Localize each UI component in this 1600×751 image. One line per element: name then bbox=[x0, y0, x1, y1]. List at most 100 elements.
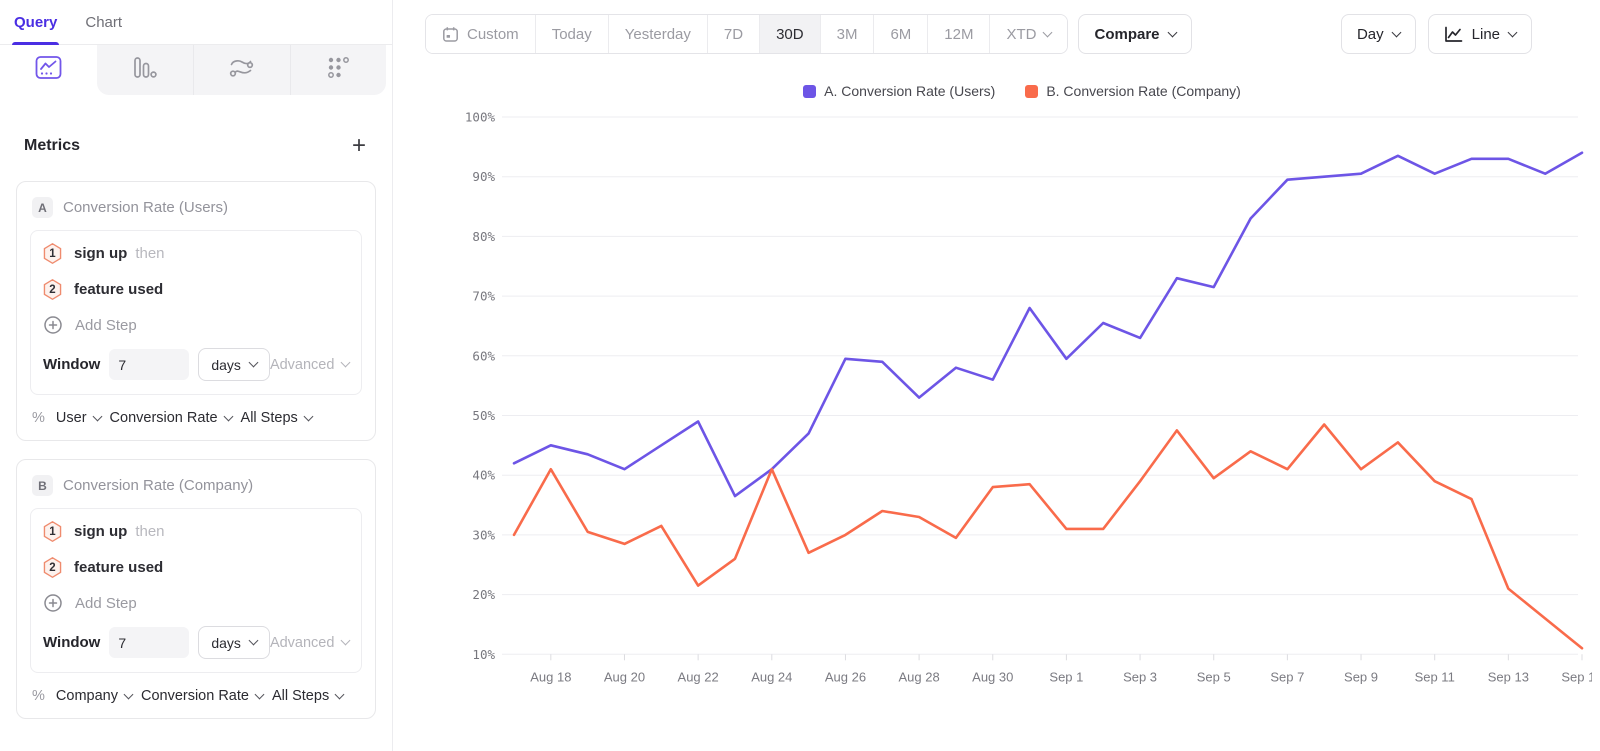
measurement-select[interactable]: Conversion Rate bbox=[110, 410, 232, 426]
chevron-down-icon bbox=[248, 636, 258, 646]
chart-type-button[interactable]: Line bbox=[1428, 14, 1532, 54]
chevron-down-icon bbox=[335, 690, 345, 700]
metric-title[interactable]: Conversion Rate (Company) bbox=[63, 477, 253, 494]
range-12m-button[interactable]: 12M bbox=[927, 15, 989, 53]
metric-letter-badge: A bbox=[32, 197, 53, 218]
step-event-name: feature used bbox=[74, 281, 163, 298]
tab-query[interactable]: Query bbox=[14, 0, 57, 45]
advanced-label: Advanced bbox=[270, 357, 335, 373]
range-label: Today bbox=[552, 26, 592, 43]
advanced-toggle[interactable]: Advanced bbox=[270, 635, 350, 651]
metric-card: A Conversion Rate (Users) 1 sign up then… bbox=[16, 181, 376, 441]
funnel-icon bbox=[133, 56, 157, 85]
add-step-label: Add Step bbox=[75, 317, 137, 334]
window-unit-select[interactable]: days bbox=[198, 626, 270, 659]
funnel-step[interactable]: 2 feature used bbox=[43, 557, 349, 578]
window-unit-label: days bbox=[211, 635, 241, 651]
funnels-view-tab[interactable] bbox=[97, 45, 194, 95]
funnel-steps-box: 1 sign up then 2 feature used Add Step W… bbox=[30, 508, 362, 673]
svg-text:40%: 40% bbox=[472, 468, 495, 483]
steps-scope-select[interactable]: All Steps bbox=[272, 688, 343, 704]
percent-icon: % bbox=[32, 688, 45, 704]
chart-options: Day Line bbox=[1341, 14, 1532, 54]
range-custom-button[interactable]: Custom bbox=[426, 15, 535, 53]
svg-text:Sep 7: Sep 7 bbox=[1270, 669, 1304, 684]
legend-item[interactable]: A. Conversion Rate (Users) bbox=[803, 83, 995, 99]
range-6m-button[interactable]: 6M bbox=[873, 15, 927, 53]
chevron-down-icon bbox=[223, 412, 233, 422]
funnel-step[interactable]: 1 sign up then bbox=[43, 243, 349, 264]
chart-type-label: Line bbox=[1472, 26, 1500, 43]
range-label: 12M bbox=[944, 26, 973, 43]
legend-swatch bbox=[1025, 85, 1038, 98]
svg-text:80%: 80% bbox=[472, 229, 495, 244]
chevron-down-icon bbox=[341, 636, 351, 646]
window-value-input[interactable] bbox=[109, 349, 189, 380]
window-value-input[interactable] bbox=[109, 627, 189, 658]
counting-entity-select[interactable]: Company bbox=[56, 688, 132, 704]
steps-scope-select[interactable]: All Steps bbox=[241, 410, 312, 426]
compare-button[interactable]: Compare bbox=[1078, 14, 1191, 54]
metric-card: B Conversion Rate (Company) 1 sign up th… bbox=[16, 459, 376, 719]
legend-label: B. Conversion Rate (Company) bbox=[1046, 83, 1241, 99]
step-suffix: then bbox=[135, 245, 164, 262]
chevron-down-icon bbox=[1508, 28, 1518, 38]
range-xtd-button[interactable]: XTD bbox=[989, 15, 1067, 53]
counting-entity-select[interactable]: User bbox=[56, 410, 101, 426]
svg-text:Sep 13: Sep 13 bbox=[1488, 669, 1529, 684]
tab-chart[interactable]: Chart bbox=[85, 0, 122, 45]
legend-item[interactable]: B. Conversion Rate (Company) bbox=[1025, 83, 1241, 99]
svg-text:Aug 30: Aug 30 bbox=[972, 669, 1013, 684]
chevron-down-icon bbox=[92, 412, 102, 422]
svg-text:Sep 5: Sep 5 bbox=[1197, 669, 1231, 684]
query-sidebar: Query Chart bbox=[0, 0, 393, 751]
range-yesterday-button[interactable]: Yesterday bbox=[608, 15, 707, 53]
conversion-line-chart[interactable]: 100%90%80%70%60%50%40%30%20%10%Aug 18Aug… bbox=[452, 102, 1592, 706]
svg-text:Sep 3: Sep 3 bbox=[1123, 669, 1157, 684]
svg-text:Aug 20: Aug 20 bbox=[604, 669, 645, 684]
add-metric-button[interactable]: + bbox=[352, 137, 366, 155]
funnel-step[interactable]: 1 sign up then bbox=[43, 521, 349, 542]
range-today-button[interactable]: Today bbox=[535, 15, 608, 53]
range-7d-button[interactable]: 7D bbox=[707, 15, 759, 53]
analysis-type-tabs bbox=[0, 45, 392, 95]
funnel-step[interactable]: 2 feature used bbox=[43, 279, 349, 300]
legend-label: A. Conversion Rate (Users) bbox=[824, 83, 995, 99]
svg-text:Sep 1: Sep 1 bbox=[1049, 669, 1083, 684]
granularity-label: Day bbox=[1357, 26, 1384, 43]
svg-text:Aug 22: Aug 22 bbox=[678, 669, 719, 684]
funnel-steps-box: 1 sign up then 2 feature used Add Step W… bbox=[30, 230, 362, 395]
range-30d-button[interactable]: 30D bbox=[759, 15, 820, 53]
granularity-button[interactable]: Day bbox=[1341, 14, 1416, 54]
svg-text:60%: 60% bbox=[472, 348, 495, 363]
step-number-badge: 2 bbox=[43, 279, 62, 300]
advanced-toggle[interactable]: Advanced bbox=[270, 357, 350, 373]
step-number-badge: 1 bbox=[43, 243, 62, 264]
flows-icon bbox=[229, 56, 254, 85]
chevron-down-icon bbox=[255, 690, 265, 700]
insights-view-tab[interactable] bbox=[0, 45, 97, 95]
measurement-select[interactable]: Conversion Rate bbox=[141, 688, 263, 704]
advanced-label: Advanced bbox=[270, 635, 335, 651]
metric-title[interactable]: Conversion Rate (Users) bbox=[63, 199, 228, 216]
range-label: 3M bbox=[837, 26, 858, 43]
retention-view-tab[interactable] bbox=[290, 45, 387, 95]
metric-cards-container: A Conversion Rate (Users) 1 sign up then… bbox=[0, 181, 392, 719]
chevron-down-icon bbox=[1391, 28, 1401, 38]
range-3m-button[interactable]: 3M bbox=[820, 15, 874, 53]
svg-text:Sep 9: Sep 9 bbox=[1344, 669, 1378, 684]
flows-view-tab[interactable] bbox=[193, 45, 290, 95]
retention-icon bbox=[327, 56, 350, 84]
svg-text:Aug 18: Aug 18 bbox=[530, 669, 571, 684]
svg-text:Sep 11: Sep 11 bbox=[1415, 669, 1455, 684]
add-step-button[interactable]: Add Step bbox=[43, 593, 349, 613]
report-toolbar: Custom Today Yesterday 7D30D 3M 6M 12M XTD Comp… bbox=[425, 14, 1600, 54]
chart-legend: A. Conversion Rate (Users) B. Conversion … bbox=[452, 80, 1592, 102]
svg-text:10%: 10% bbox=[472, 647, 495, 662]
chevron-down-icon bbox=[124, 690, 134, 700]
step-number-badge: 2 bbox=[43, 557, 62, 578]
range-label: Yesterday bbox=[625, 26, 691, 43]
window-unit-select[interactable]: days bbox=[198, 348, 270, 381]
add-step-button[interactable]: Add Step bbox=[43, 315, 349, 335]
chevron-down-icon bbox=[248, 358, 258, 368]
